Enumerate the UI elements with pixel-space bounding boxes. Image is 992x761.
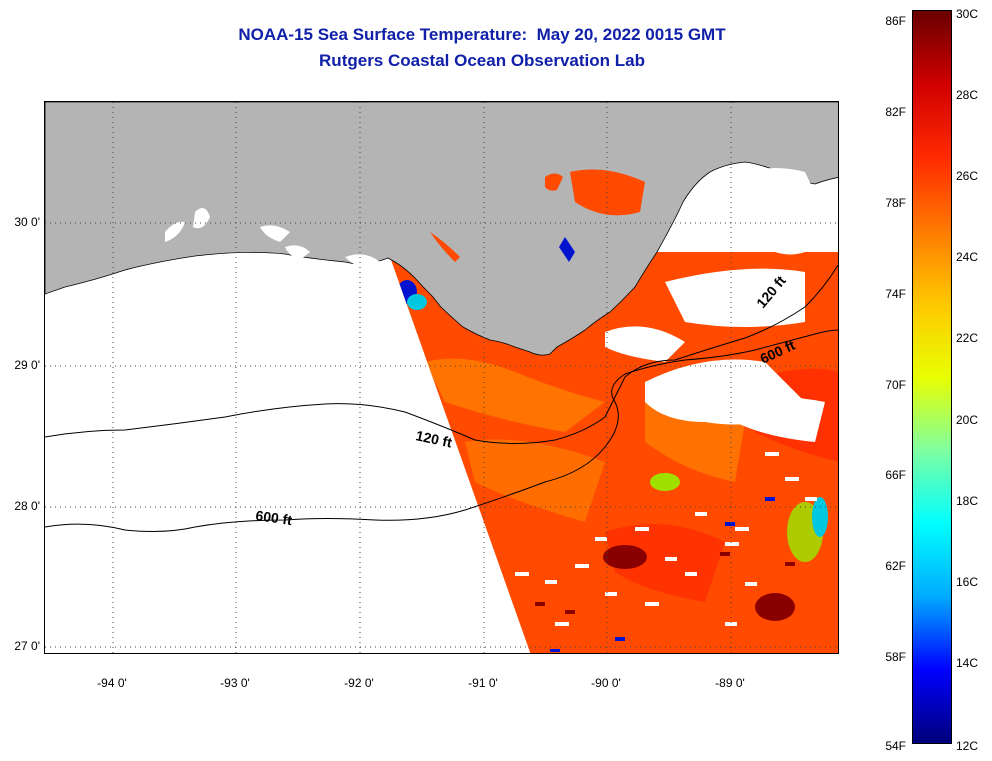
colorbar-c-label: 18C [956, 494, 979, 508]
lon-label: -90 0' [591, 676, 621, 690]
lake [285, 245, 310, 260]
sst-map-canvas: 120 ft 600 ft 120 ft 600 ft [45, 102, 838, 653]
lon-label: -89 0' [715, 676, 745, 690]
lat-label: 29 0' [14, 358, 40, 372]
contour-label-120ft: 120 ft [414, 427, 453, 450]
contour-label-600ft: 600 ft [255, 507, 294, 528]
sst-cool-patch [407, 294, 427, 310]
colorbar-f-label: 70F [885, 378, 906, 392]
colorbar-c-label: 20C [956, 413, 979, 427]
colorbar-c-label: 12C [956, 739, 979, 753]
colorbar-f-label: 58F [885, 650, 906, 664]
colorbar-c-label: 22C [956, 331, 979, 345]
cloud-gap [665, 268, 805, 327]
cold-streaks [550, 497, 775, 652]
colorbar-f-label: 74F [885, 287, 906, 301]
depth-contours [45, 264, 838, 532]
cloud-streaks [515, 452, 817, 626]
sst-map[interactable]: 120 ft 600 ft 120 ft 600 ft [44, 101, 839, 654]
sst-cool-patch [812, 497, 828, 537]
colorbar-c-label: 30C [956, 7, 979, 21]
cloud-over-land [745, 168, 825, 255]
lake [260, 225, 290, 242]
sst-max-spot [755, 593, 795, 621]
colorbar-f-label: 78F [885, 196, 906, 210]
inland-sst [545, 173, 563, 191]
colorbar-f-label: 86F [885, 14, 906, 28]
sst-hot-patch [605, 524, 725, 602]
lon-label: -91 0' [468, 676, 498, 690]
colorbar-c-label: 28C [956, 88, 979, 102]
inland-cold [559, 237, 575, 262]
inland-sst [430, 232, 460, 262]
cloud-gap [605, 326, 685, 362]
colorbar-c-label: 26C [956, 169, 979, 183]
sst-max-spot [603, 545, 647, 569]
land-mass [45, 102, 838, 356]
lon-label: -94 0' [97, 676, 127, 690]
colorbar-c-label: 14C [956, 656, 979, 670]
lat-label: 27 0' [14, 639, 40, 653]
lat-label: 28 0' [14, 499, 40, 513]
lake [165, 221, 185, 242]
colorbar-f-label: 66F [885, 468, 906, 482]
title-line-2: Rutgers Coastal Ocean Observation Lab [319, 51, 645, 70]
contour-120ft [45, 264, 838, 444]
map-title: NOAA-15 Sea Surface Temperature: May 20,… [44, 22, 920, 74]
colorbar-f-label: 62F [885, 559, 906, 573]
colorbar-f-label: 82F [885, 105, 906, 119]
colorbar-c-label: 16C [956, 575, 979, 589]
temperature-colorbar [912, 10, 952, 744]
cloud-gap [735, 397, 825, 442]
lon-label: -92 0' [344, 676, 374, 690]
colorbar-c-label: 24C [956, 250, 979, 264]
title-line-1: NOAA-15 Sea Surface Temperature: May 20,… [238, 25, 726, 44]
sst-mid-patch [650, 473, 680, 491]
lat-label: 30 0' [14, 215, 40, 229]
sst-warm-patch [465, 439, 605, 522]
lake [345, 254, 380, 270]
contour-600ft [45, 329, 838, 532]
hot-streaks [535, 552, 795, 614]
lon-label: -93 0' [220, 676, 250, 690]
colorbar-f-label: 54F [885, 739, 906, 753]
graticule [45, 102, 838, 653]
sst-warm-patch [425, 358, 605, 432]
